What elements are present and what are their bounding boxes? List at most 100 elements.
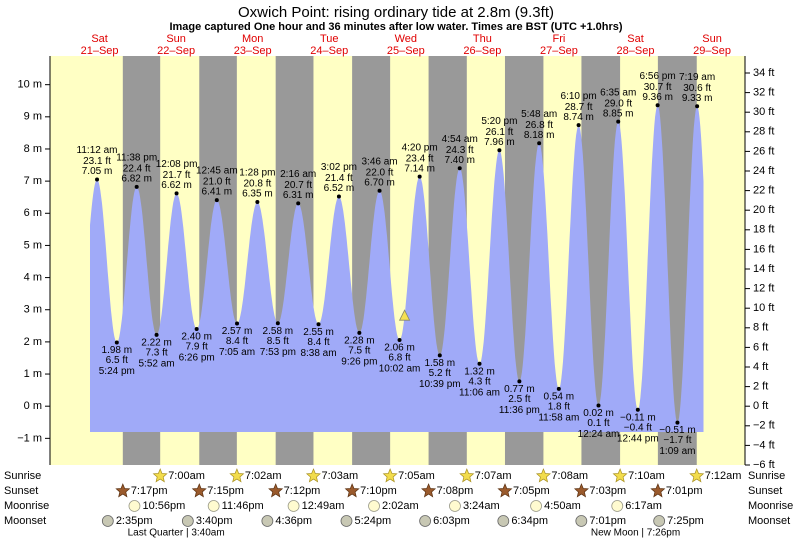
moonrise-time: 6:17am (625, 500, 662, 512)
y2-tick-label: 0 ft (753, 400, 768, 412)
sunset-icon (497, 483, 513, 498)
tide-ft: 29.0 ft (604, 98, 632, 109)
moonrise-time: 4:50am (544, 500, 581, 512)
y2-tick-label: 14 ft (753, 263, 774, 275)
tide-time: 6:10 pm (561, 91, 597, 102)
row-label: Sunrise (4, 470, 41, 482)
sunrise-time: 7:07am (475, 470, 512, 482)
tide-area (90, 105, 704, 432)
moonrise-icon (287, 500, 300, 512)
y2-tick-label: 32 ft (753, 87, 774, 99)
plot (50, 56, 745, 465)
tide-ft: 22.4 ft (123, 164, 151, 175)
tide-m: −0.51 m (659, 425, 695, 436)
tide-m: 7.96 m (484, 137, 515, 148)
day-date: 21–Sep (81, 45, 119, 57)
tide-point (275, 321, 280, 326)
tide-point (154, 332, 159, 337)
tide-time: 11:58 am (538, 412, 579, 423)
tide-m: 2.58 m (263, 326, 294, 337)
tide-time: 11:36 pm (499, 405, 540, 416)
y-tick-label: 10 m (18, 79, 42, 91)
sunrise-icon (382, 468, 398, 483)
tide-point (235, 321, 240, 326)
sunrise-icon (612, 468, 628, 483)
tide-ft: 8.4 ft (226, 336, 248, 347)
tide-ft: 30.7 ft (644, 82, 672, 93)
y2-tick-label: 2 ft (753, 381, 768, 393)
day-name: Sun (702, 33, 722, 45)
y-tick-label: 0 m (24, 400, 42, 412)
tide-m: 7.40 m (444, 155, 475, 166)
y2-tick-label: 30 ft (753, 106, 774, 118)
sunrise-time: 7:08am (551, 470, 588, 482)
tide-point (134, 184, 139, 189)
tide-m: 2.28 m (344, 336, 375, 347)
tide-time: 11:38 pm (116, 153, 157, 164)
tide-point (316, 322, 321, 327)
tide-ft: 21.4 ft (325, 173, 353, 184)
sunrise-icon (152, 468, 168, 483)
y2-tick-label: 28 ft (753, 126, 774, 138)
tide-time: 10:39 pm (419, 379, 461, 390)
tide-ft: 6.5 ft (106, 355, 128, 366)
day-name: Fri (553, 33, 566, 45)
sunrise-time: 7:00am (168, 470, 205, 482)
tide-ft: 21.7 ft (163, 170, 191, 181)
tide-time: 11:12 am (77, 145, 118, 156)
moonset-icon (181, 515, 194, 527)
sunset-icon (268, 483, 284, 498)
day-date: 22–Sep (157, 45, 195, 57)
tide-m: 6.31 m (283, 190, 314, 201)
y-tick-label: 4 m (24, 271, 42, 283)
day-date: 27–Sep (540, 45, 578, 57)
tide-ft: 1.8 ft (548, 401, 570, 412)
moonrise-icon (611, 500, 624, 512)
tide-m: −0.11 m (620, 412, 656, 423)
sunrise-icon (305, 468, 321, 483)
tide-ft: 7.5 ft (348, 346, 370, 357)
day-date: 23–Sep (234, 45, 272, 57)
moonrise-time: 2:02am (382, 500, 419, 512)
tide-ft: 26.8 ft (525, 120, 553, 131)
tide-time: 8:38 am (300, 348, 336, 359)
y-tick-label: 8 m (24, 143, 42, 155)
sunset-icon (191, 483, 207, 498)
tide-time: 5:20 pm (481, 116, 517, 127)
tide-time: 1:09 am (659, 446, 695, 457)
moonrise-time: 10:56pm (142, 500, 185, 512)
y-tick-label: −1 m (17, 432, 42, 444)
tide-time: 5:52 am (139, 358, 175, 369)
tide-ft: 7.9 ft (186, 342, 208, 353)
y2-tick-label: 18 ft (753, 224, 774, 236)
moonrise-icon (207, 500, 220, 512)
tide-time: 6:26 pm (179, 353, 215, 364)
tide-ft: 8.5 ft (267, 336, 289, 347)
tide-point (556, 386, 561, 391)
y2-tick-label: 6 ft (753, 341, 768, 353)
y-tick-label: 2 m (24, 336, 42, 348)
tide-ft: 20.8 ft (243, 179, 271, 190)
sunset-icon (344, 483, 360, 498)
tide-ft: 6.8 ft (388, 353, 410, 364)
tide-point (114, 340, 119, 345)
moonset-icon (261, 515, 274, 527)
moonset-icon (340, 515, 353, 527)
tide-m: 2.55 m (303, 327, 334, 338)
moonset-time: 3:40pm (196, 515, 233, 527)
day-name: Sun (166, 33, 186, 45)
tide-point (255, 200, 260, 205)
day-name: Tue (320, 33, 339, 45)
tide-point (655, 103, 660, 108)
y-tick-label: 7 m (24, 175, 42, 187)
tide-point (397, 337, 402, 342)
tide-time: 7:05 am (219, 347, 255, 358)
tide-point (357, 330, 362, 335)
day-date: 28–Sep (617, 45, 655, 57)
tide-m: 1.58 m (425, 358, 456, 369)
row-label: Moonset (4, 515, 46, 527)
tide-ft: 28.7 ft (565, 102, 593, 113)
y-tick-label: 3 m (24, 304, 42, 316)
tide-m: 0.77 m (504, 384, 535, 395)
